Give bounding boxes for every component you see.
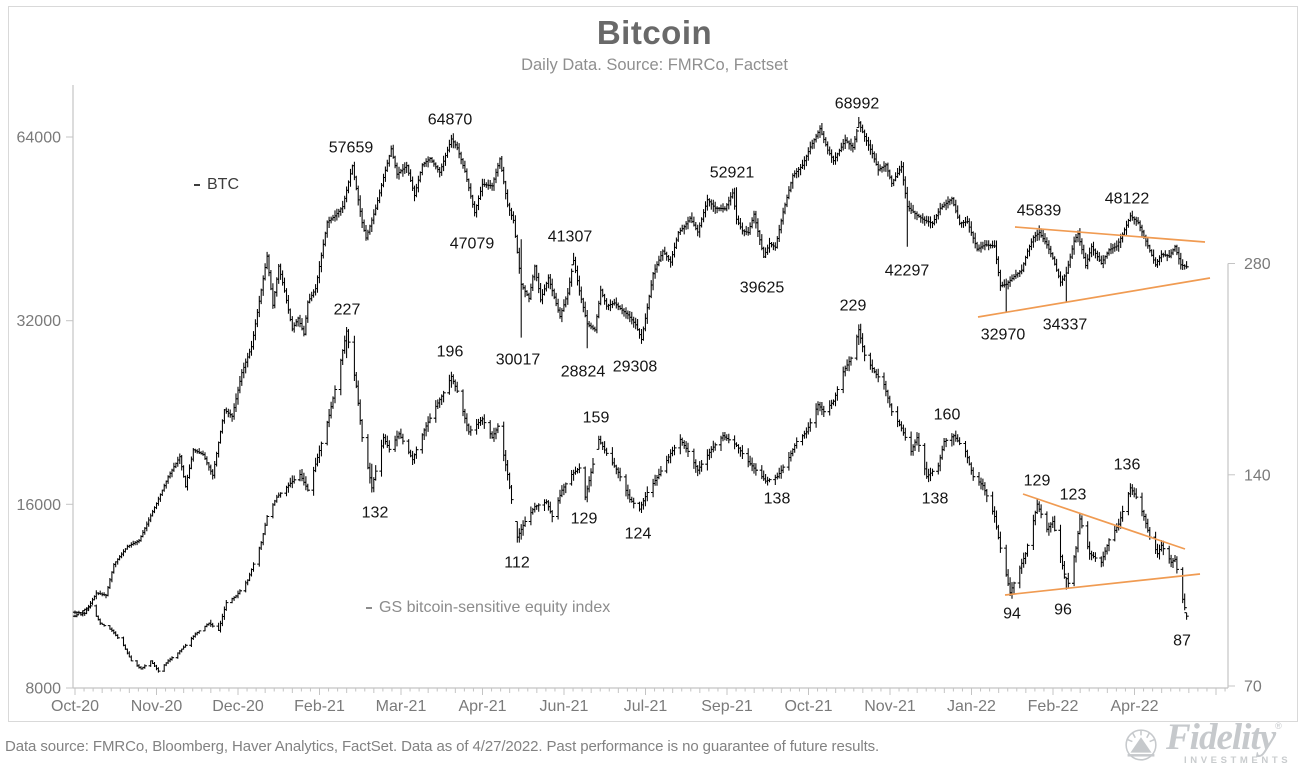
x-tick-label: Mar-21 <box>376 698 427 715</box>
annotation-label: 160 <box>934 407 961 424</box>
annotation-label: 136 <box>1114 457 1141 474</box>
left-axis-tick-label: 32000 <box>17 313 62 330</box>
x-tick-label: Dec-20 <box>212 698 264 715</box>
annotation-label: 123 <box>1060 487 1087 504</box>
left-axis-tick-label: 64000 <box>17 130 62 147</box>
x-tick-label: Feb-21 <box>294 698 345 715</box>
trendline-btc <box>1014 226 1206 243</box>
x-tick-label: Oct-21 <box>784 698 832 715</box>
annotation-label: 48122 <box>1105 191 1150 208</box>
x-tick-label: Jun-21 <box>540 698 589 715</box>
footer-disclaimer: Data source: FMRCo, Bloomberg, Haver Ana… <box>5 738 880 755</box>
fidelity-wordmark: Fidelity <box>1166 717 1276 758</box>
annotation-label: 57659 <box>329 140 374 157</box>
trendline-btc <box>977 277 1211 318</box>
left-axis-tick-label: 16000 <box>17 497 62 514</box>
annotation-label: 52921 <box>710 165 755 182</box>
annotation-label: 68992 <box>835 96 880 113</box>
x-tick-label: Oct-20 <box>51 698 99 715</box>
right-axis-tick-label: 280 <box>1244 256 1271 273</box>
btc-series-bars <box>72 117 1189 616</box>
page-subtitle: Daily Data. Source: FMRCo, Factset <box>521 56 788 74</box>
annotation-label: 47079 <box>450 236 495 253</box>
annotation-label: 41307 <box>548 229 593 246</box>
legend-btc: BTC <box>194 176 239 194</box>
x-tick-label: Nov-20 <box>131 698 183 715</box>
btc-series-marker-icon <box>194 184 200 186</box>
x-tick-label: Jan-22 <box>947 698 996 715</box>
trendline-gs <box>1022 493 1186 550</box>
annotation-label: 159 <box>583 410 610 427</box>
annotation-label: 129 <box>1024 473 1051 490</box>
annotation-label: 34337 <box>1043 317 1088 334</box>
annotation-label: 124 <box>625 526 652 543</box>
annotation-label: 227 <box>334 302 361 319</box>
right-axis-tick-label: 140 <box>1244 467 1271 484</box>
annotation-label: 39625 <box>740 280 785 297</box>
annotation-label: 129 <box>571 511 598 528</box>
fidelity-pyramid-icon <box>1125 729 1157 761</box>
legend-gs-label: GS bitcoin-sensitive equity index <box>379 599 611 616</box>
gs-index-series-bars <box>72 323 1189 673</box>
annotation-label: 138 <box>922 491 949 508</box>
trendline-gs <box>1004 573 1201 596</box>
legend-btc-label: BTC <box>207 176 239 193</box>
annotation-label: 32970 <box>981 327 1026 344</box>
right-axis-tick-label: 70 <box>1244 679 1262 696</box>
annotation-label: 138 <box>764 491 791 508</box>
fidelity-investments-label: INVESTMENTS <box>1184 755 1292 766</box>
x-tick-label: Apr-21 <box>458 698 506 715</box>
chart-outer-border <box>8 6 1298 722</box>
x-tick-label: Sep-21 <box>701 698 753 715</box>
legend-gs: GS bitcoin-sensitive equity index <box>366 599 610 617</box>
annotation-label: 30017 <box>496 352 541 369</box>
annotation-label: 45839 <box>1017 203 1062 220</box>
annotation-label: 29308 <box>613 359 658 376</box>
annotation-label: 96 <box>1054 602 1072 619</box>
x-tick-label: Jul-21 <box>624 698 668 715</box>
annotation-label: 229 <box>840 298 867 315</box>
page-title: Bitcoin <box>596 14 713 51</box>
x-tick-label: Apr-22 <box>1110 698 1158 715</box>
gs-series-marker-icon <box>366 607 372 609</box>
annotation-label: 196 <box>437 344 464 361</box>
left-axis-tick-label: 8000 <box>25 681 61 698</box>
annotation-label: 132 <box>362 505 389 522</box>
annotation-label: 42297 <box>885 263 930 280</box>
registered-mark: ® <box>1275 721 1282 731</box>
x-tick-label: Nov-21 <box>864 698 916 715</box>
annotation-label: 94 <box>1003 606 1021 623</box>
annotation-label: 87 <box>1173 633 1191 650</box>
annotation-label: 64870 <box>428 112 473 129</box>
x-tick-label: Feb-22 <box>1028 698 1079 715</box>
fidelity-logo: Fidelity® INVESTMENTS <box>1118 719 1292 767</box>
annotation-label: 28824 <box>561 364 606 381</box>
annotation-label: 112 <box>504 555 530 572</box>
